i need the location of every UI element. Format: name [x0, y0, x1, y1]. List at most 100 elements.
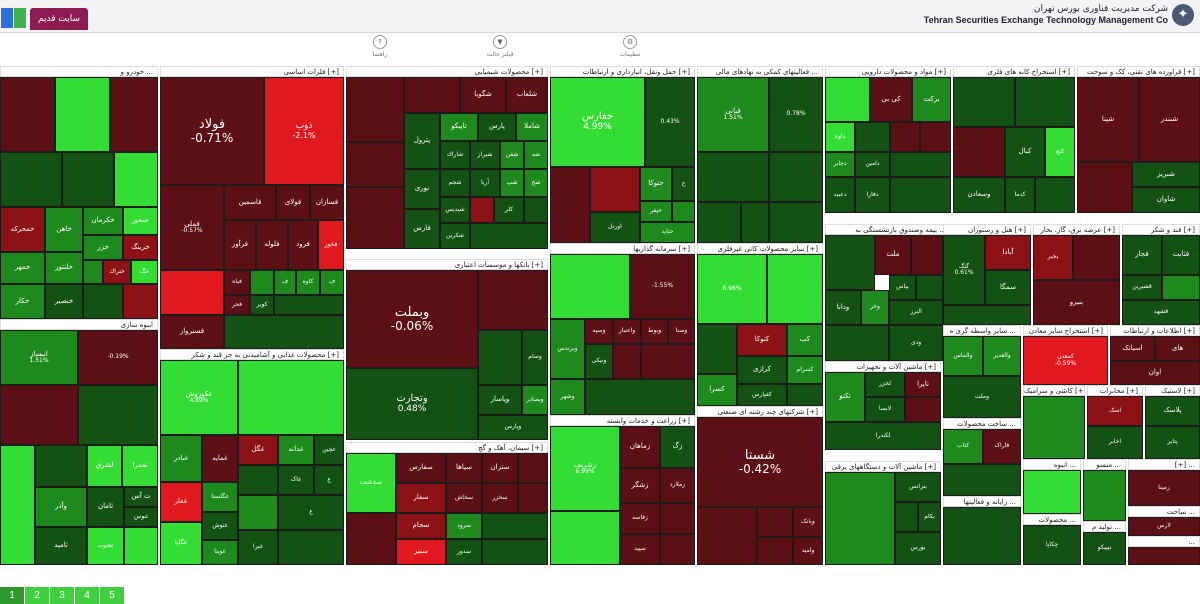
stock-tile[interactable]: بترانس — [895, 472, 941, 502]
page-2-button[interactable]: 2 — [25, 587, 49, 604]
sector-title[interactable]: ماشین آلات و دستگاههای برقی [+] — [825, 461, 941, 472]
stock-tile[interactable]: وسعادن — [953, 177, 1005, 213]
stock-tile[interactable]: سرود — [446, 513, 482, 539]
stock-tile[interactable] — [1162, 275, 1200, 300]
stock-tile[interactable]: فسازان — [310, 185, 344, 220]
stock-tile[interactable]: لخزر — [865, 372, 905, 397]
stock-tile[interactable] — [585, 379, 695, 415]
stock-tile[interactable]: گنگ 0.61% — [943, 235, 985, 305]
stock-tile[interactable] — [1015, 77, 1075, 127]
stock-tile[interactable]: خمحرکه — [0, 207, 45, 252]
stock-tile[interactable] — [697, 202, 741, 243]
stock-tile[interactable]: کبال — [1005, 127, 1045, 177]
stock-tile[interactable]: زملارد — [660, 468, 695, 503]
stock-tile[interactable]: شبندر — [1139, 77, 1200, 162]
old-site-button[interactable]: سایت قدیم — [30, 8, 88, 30]
stock-tile[interactable] — [478, 270, 548, 330]
stock-tile[interactable]: ودی — [889, 325, 943, 361]
stock-tile[interactable]: غکوروش 4.89% — [160, 360, 238, 435]
stock-tile[interactable]: خکار — [0, 284, 45, 319]
stock-tile[interactable]: وبصادر — [522, 385, 548, 415]
stock-tile[interactable] — [697, 507, 757, 565]
stock-tile[interactable]: خمحور — [123, 207, 158, 235]
stock-tile[interactable] — [550, 511, 620, 565]
stock-tile[interactable]: فارس — [404, 209, 440, 249]
stock-tile[interactable]: ختراك — [103, 260, 131, 284]
stock-tile[interactable]: وامید — [793, 537, 823, 565]
stock-tile[interactable]: کدما — [1005, 177, 1035, 213]
sector-title[interactable]: قند و شکر [+] — [1122, 224, 1200, 235]
stock-tile[interactable]: ث آس — [124, 487, 158, 507]
stock-tile[interactable]: سدور — [446, 539, 482, 565]
stock-tile[interactable]: غگل — [238, 435, 278, 465]
stock-tile[interactable] — [916, 275, 943, 300]
stock-tile[interactable]: شفن — [500, 141, 524, 169]
stock-tile[interactable]: لکندرا — [825, 422, 941, 450]
stock-tile[interactable]: بورس — [895, 532, 941, 565]
stock-tile[interactable] — [346, 77, 404, 142]
stock-tile[interactable]: ذوب -2.1% — [264, 77, 344, 185]
stock-tile[interactable] — [920, 122, 951, 152]
stock-tile[interactable] — [767, 254, 823, 324]
stock-tile[interactable] — [890, 122, 920, 152]
stock-tile[interactable]: وتجارت 0.48% — [346, 368, 478, 440]
stock-tile[interactable] — [78, 385, 158, 445]
stock-tile[interactable] — [943, 305, 1031, 325]
stock-tile[interactable]: دعبید — [825, 177, 855, 213]
sector-title[interactable]: محصولات ... — [1023, 514, 1081, 525]
stock-tile[interactable]: وصنا — [668, 319, 695, 344]
stock-tile[interactable]: اخابر — [1087, 426, 1143, 459]
stock-tile[interactable]: فلوله — [256, 220, 288, 270]
stock-tile[interactable]: بخیر — [1033, 235, 1073, 280]
stock-tile[interactable]: فرآور — [224, 220, 256, 270]
stock-tile[interactable]: شه — [524, 141, 548, 169]
sector-title[interactable]: فلزات اساسی [+] — [160, 66, 344, 77]
stock-tile[interactable]: حتوکا — [640, 167, 672, 201]
stock-tile[interactable]: شلعاب — [506, 77, 548, 113]
stock-tile[interactable] — [250, 270, 274, 295]
stock-tile[interactable] — [741, 202, 769, 243]
stock-tile[interactable]: بنیرو — [1033, 280, 1120, 325]
stock-tile[interactable]: فاراک — [983, 429, 1021, 464]
stock-tile[interactable] — [1023, 470, 1081, 514]
stock-tile[interactable]: غفار — [160, 482, 202, 522]
filter-mode-button[interactable]: ▼ فیلتر حالت — [480, 35, 520, 58]
stock-tile[interactable] — [825, 77, 870, 122]
stock-tile[interactable] — [470, 223, 548, 249]
stock-tile[interactable]: وآذر — [35, 487, 87, 527]
stock-tile[interactable]: ثامید — [35, 527, 87, 565]
stock-tile[interactable]: شستا -0.42% — [697, 417, 823, 507]
stock-tile[interactable]: 0.43% — [645, 77, 695, 167]
stock-tile[interactable] — [895, 502, 918, 532]
sector-title[interactable]: رایانه و فعالیتها ... — [943, 496, 1021, 507]
stock-tile[interactable] — [224, 315, 344, 349]
stock-tile[interactable] — [953, 77, 1015, 127]
stock-tile[interactable]: غ — [278, 495, 344, 530]
stock-tile[interactable]: وبانک — [793, 507, 823, 537]
stock-tile[interactable]: دامین — [855, 152, 890, 177]
stock-tile[interactable]: سمگا — [985, 270, 1031, 305]
stock-tile[interactable]: ثامان — [87, 487, 124, 527]
sector-title[interactable]: انبوه ... — [1023, 459, 1081, 470]
stock-tile[interactable]: کاوه — [296, 270, 320, 295]
sector-title[interactable]: ساخت محصولات ... — [943, 418, 1021, 429]
stock-tile[interactable]: وبملت -0.06% — [346, 270, 478, 368]
stock-tile[interactable]: زشگر — [620, 468, 660, 503]
sector-title[interactable]: حمل ونقل، انبارداری و ارتباطات [+] — [550, 66, 695, 77]
stock-tile[interactable] — [110, 77, 158, 152]
stock-tile[interactable]: فجر — [224, 295, 250, 315]
stock-tile[interactable]: خزر — [83, 235, 123, 260]
stock-tile[interactable] — [160, 270, 224, 315]
sector-title[interactable]: ماشین آلات و تجهیزات [+] — [825, 361, 941, 372]
stock-tile[interactable]: خلنتور — [45, 252, 83, 284]
sector-title[interactable]: خودرو و ... — [0, 66, 158, 77]
stock-tile[interactable]: دفارا — [855, 177, 890, 213]
stock-tile[interactable] — [641, 344, 695, 379]
stock-tile[interactable] — [35, 445, 87, 487]
stock-tile[interactable]: چکاپا — [1023, 525, 1081, 565]
stock-tile[interactable]: زفاسه — [620, 503, 660, 534]
sector-title[interactable]: استخراج کانه های فلزی [+] — [953, 66, 1075, 77]
stock-tile[interactable] — [825, 472, 895, 565]
stock-tile[interactable]: قثابت — [1162, 235, 1200, 275]
stock-tile[interactable]: اسک — [1087, 396, 1143, 426]
